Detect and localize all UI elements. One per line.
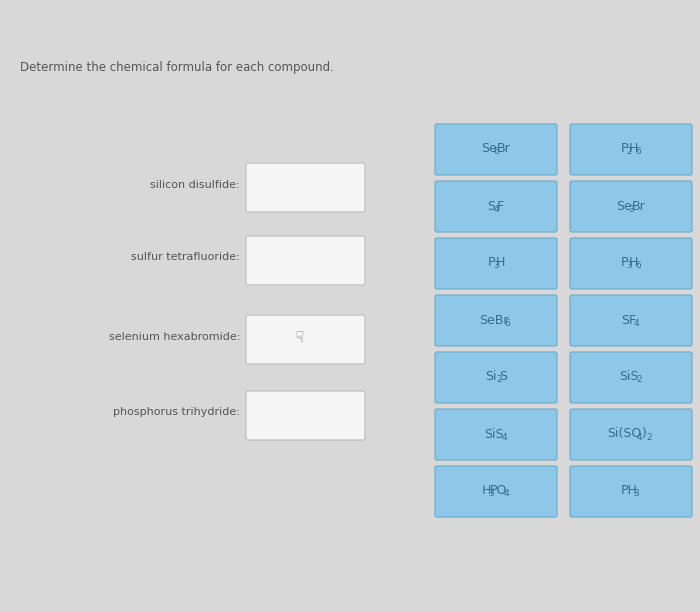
FancyBboxPatch shape: [570, 181, 692, 232]
FancyBboxPatch shape: [246, 315, 365, 364]
Text: 4: 4: [501, 433, 507, 441]
Text: 6: 6: [636, 261, 641, 271]
Text: 2: 2: [496, 376, 501, 384]
Text: S: S: [487, 200, 496, 212]
FancyBboxPatch shape: [435, 466, 557, 517]
Text: 2: 2: [636, 376, 642, 384]
FancyBboxPatch shape: [570, 124, 692, 175]
Text: P: P: [488, 256, 495, 269]
Text: F: F: [497, 200, 504, 212]
FancyBboxPatch shape: [435, 409, 557, 460]
FancyBboxPatch shape: [435, 124, 557, 175]
Text: 6: 6: [636, 147, 641, 157]
Text: phosphorus trihydride:: phosphorus trihydride:: [113, 407, 240, 417]
Text: silicon disulfide:: silicon disulfide:: [150, 180, 240, 190]
FancyBboxPatch shape: [570, 295, 692, 346]
FancyBboxPatch shape: [435, 181, 557, 232]
FancyBboxPatch shape: [246, 163, 365, 212]
Text: PH: PH: [621, 485, 638, 498]
Text: 6: 6: [504, 318, 510, 327]
Text: S: S: [499, 370, 508, 384]
Text: selenium hexabromide:: selenium hexabromide:: [108, 332, 240, 342]
Text: Se: Se: [481, 143, 496, 155]
Text: Br: Br: [496, 143, 510, 155]
Text: 2: 2: [646, 433, 652, 441]
Text: 3: 3: [626, 261, 632, 271]
Text: Br: Br: [631, 200, 645, 212]
Text: P: P: [621, 256, 628, 269]
Text: 2: 2: [626, 147, 632, 157]
Text: 3: 3: [489, 490, 494, 499]
FancyBboxPatch shape: [570, 352, 692, 403]
Text: 4: 4: [634, 318, 639, 327]
Text: 4: 4: [503, 490, 509, 499]
FancyBboxPatch shape: [570, 238, 692, 289]
Text: H: H: [482, 485, 491, 498]
Text: Se: Se: [616, 200, 631, 212]
Text: 3: 3: [628, 204, 634, 214]
Text: SeBr: SeBr: [480, 313, 509, 326]
Text: 4: 4: [494, 204, 499, 214]
Text: SF: SF: [622, 313, 636, 326]
FancyBboxPatch shape: [246, 391, 365, 440]
FancyBboxPatch shape: [435, 238, 557, 289]
Text: ): ): [642, 428, 647, 441]
Text: 6: 6: [493, 147, 499, 157]
FancyBboxPatch shape: [246, 236, 365, 285]
Text: Determine the chemical formula for each compound.: Determine the chemical formula for each …: [20, 61, 334, 75]
Text: SiS: SiS: [484, 428, 504, 441]
Text: 3: 3: [493, 261, 499, 271]
Text: PO: PO: [490, 485, 507, 498]
Text: P: P: [621, 143, 628, 155]
Text: Si: Si: [486, 370, 497, 384]
FancyBboxPatch shape: [435, 352, 557, 403]
Text: SiS: SiS: [620, 370, 639, 384]
Text: sulfur tetrafluoride:: sulfur tetrafluoride:: [132, 252, 240, 262]
Text: 3: 3: [634, 490, 639, 499]
Text: H: H: [629, 143, 638, 155]
FancyBboxPatch shape: [570, 466, 692, 517]
Text: ☟: ☟: [295, 329, 304, 345]
FancyBboxPatch shape: [570, 409, 692, 460]
Text: Si(SO: Si(SO: [608, 428, 641, 441]
Text: H: H: [629, 256, 638, 269]
FancyBboxPatch shape: [435, 295, 557, 346]
Text: H: H: [496, 256, 505, 269]
Text: 4: 4: [637, 433, 643, 441]
